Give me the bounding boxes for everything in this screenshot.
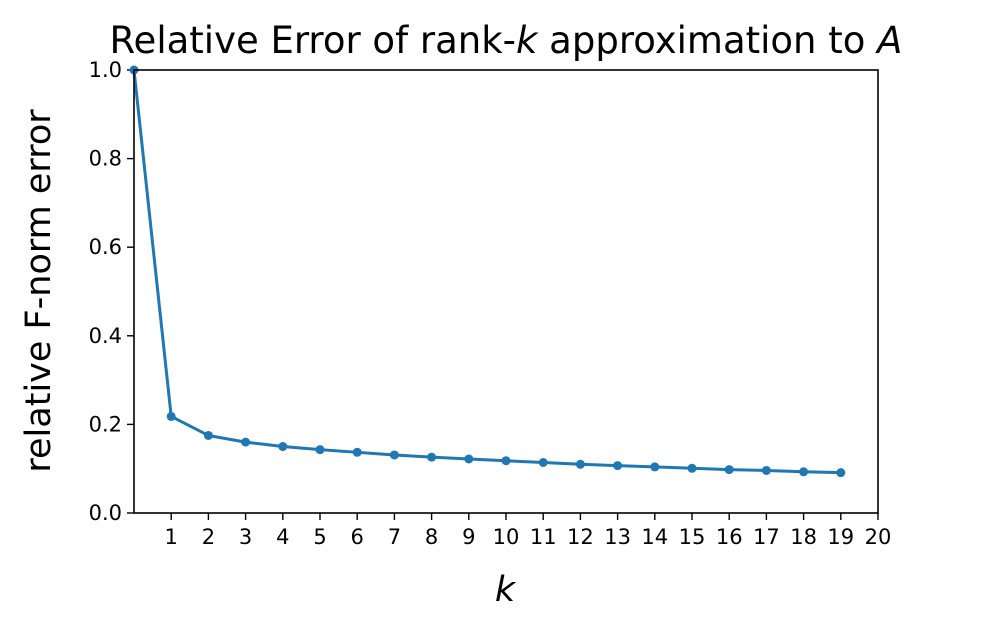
- series-line: [132, 69, 841, 475]
- data-point: [389, 450, 399, 460]
- x-tick-label: 10: [493, 525, 520, 549]
- data-point: [836, 468, 846, 478]
- data-point: [799, 467, 809, 477]
- y-tick-label: 0.2: [89, 412, 122, 436]
- data-point: [650, 462, 660, 472]
- x-axis-ticks: 1 2 3 4 5 6 7 8 9 10 11 12 13 14 15 16 17 18 19 20: [165, 513, 892, 549]
- y-axis-ticks: 0.0 0.2 0.4 0.6 0.8 1.0: [89, 58, 134, 525]
- x-tick-label: 8: [425, 525, 438, 549]
- data-point: [687, 463, 697, 473]
- data-point: [724, 465, 734, 475]
- y-tick-label: 0.4: [89, 324, 122, 348]
- x-tick-label: 3: [239, 525, 252, 549]
- x-tick-label: 6: [351, 525, 364, 549]
- x-tick-label: 4: [276, 525, 289, 549]
- x-tick-label: 14: [641, 525, 668, 549]
- plot-area: 0.00.20.40.60.81.0 1 2 3 4 5 6 7 8 9 10 11 12 13 14 15…: [89, 58, 892, 549]
- x-tick-label: 17: [753, 525, 780, 549]
- x-tick-label: 16: [716, 525, 743, 549]
- x-tick-label: 1: [165, 525, 178, 549]
- series-layer: [129, 65, 846, 478]
- x-tick-label: 2: [202, 525, 215, 549]
- y-tick-label: 0.6: [89, 235, 122, 259]
- chart-title: Relative Error of rank-k approximation t…: [110, 19, 903, 62]
- data-point: [278, 442, 288, 452]
- x-tick-label: 19: [827, 525, 854, 549]
- x-tick-label: 18: [790, 525, 817, 549]
- x-tick-label: 20: [865, 525, 892, 549]
- x-tick-label: 15: [679, 525, 706, 549]
- x-tick-label: 7: [388, 525, 401, 549]
- data-point: [613, 461, 623, 471]
- data-point: [464, 454, 474, 464]
- data-point: [427, 452, 437, 462]
- x-axis-label: k: [495, 570, 517, 610]
- x-tick-label: 5: [313, 525, 326, 549]
- y-tick-label: 1.0: [89, 58, 122, 82]
- plot-frame: [133, 69, 879, 514]
- data-point: [501, 456, 511, 466]
- data-point: [166, 411, 176, 421]
- x-tick-label: 12: [567, 525, 594, 549]
- y-tick-label: 0.8: [89, 147, 122, 171]
- data-point: [538, 457, 548, 467]
- data-point: [575, 459, 585, 469]
- y-axis-label: relative F-norm error: [19, 109, 59, 473]
- x-tick-label: 9: [462, 525, 475, 549]
- data-point: [315, 445, 325, 455]
- data-point: [203, 430, 213, 440]
- x-tick-label: 13: [604, 525, 631, 549]
- data-point: [761, 465, 771, 475]
- data-point: [352, 447, 362, 457]
- data-point: [241, 437, 251, 447]
- x-tick-label: 11: [530, 525, 557, 549]
- y-tick-label: 0.0: [89, 501, 122, 525]
